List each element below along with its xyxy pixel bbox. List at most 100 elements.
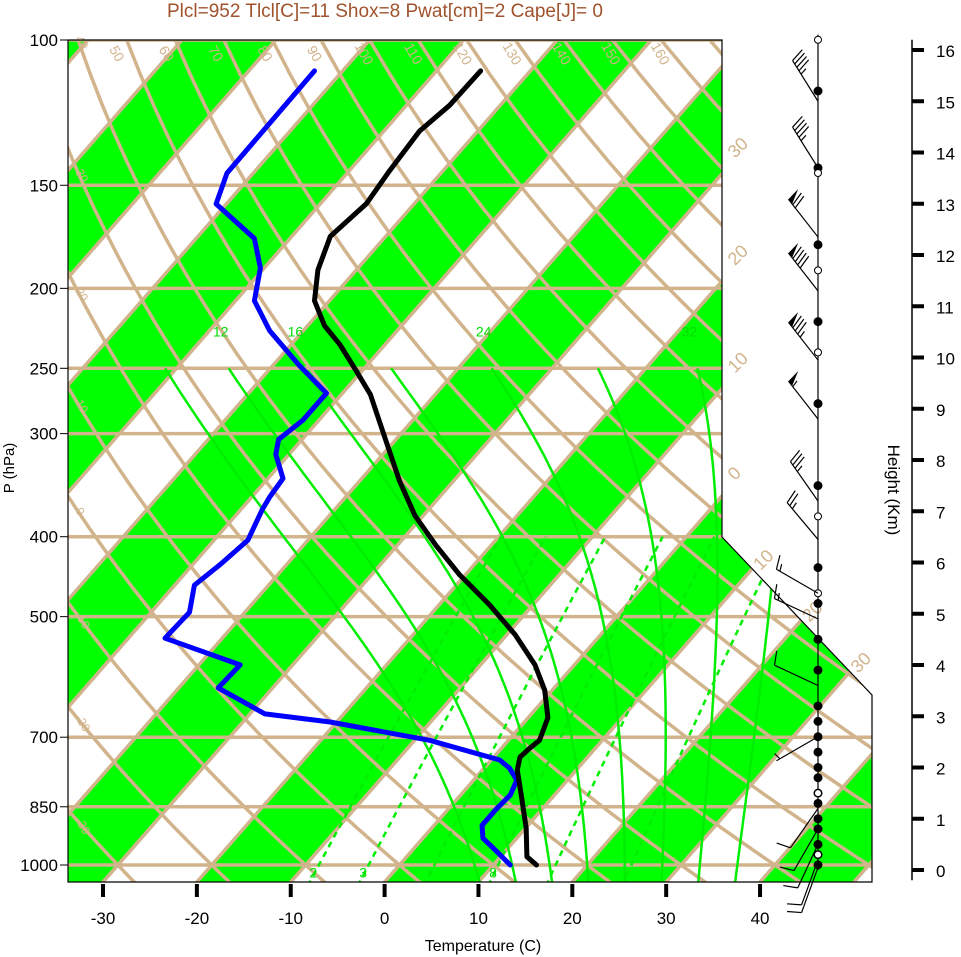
dry-adiabat-label: 130 [500, 39, 526, 67]
moist-adiabat [227, 367, 518, 882]
pressure-tick-label: 250 [30, 359, 58, 378]
dry-adiabat [173, 40, 872, 882]
mixing-ratio-line [306, 536, 502, 882]
height-dot-filled [813, 634, 823, 644]
height-dot-filled [813, 747, 823, 757]
barb-shaft [787, 198, 819, 238]
barb-flag [788, 312, 799, 327]
isotherm-line [68, 40, 217, 882]
height-dot-open [814, 348, 822, 357]
dry-adiabat [68, 40, 635, 882]
barb-half [791, 502, 797, 510]
wind-barb [787, 867, 819, 914]
barb-full [794, 52, 805, 65]
moist-adiabat-label: 16 [288, 323, 304, 339]
height-dot-open [814, 512, 822, 521]
barb-full [794, 456, 805, 469]
pressure-tick-label: 400 [30, 528, 58, 547]
isotherm-band [68, 40, 872, 882]
dry-adiabat [76, 40, 828, 882]
wind-barb [787, 371, 819, 420]
wind-barb [789, 449, 819, 502]
dry-adiabat [319, 40, 872, 882]
barb-full [794, 249, 805, 263]
isotherm-label: 10 [724, 348, 752, 376]
isotherm-band [745, 40, 872, 882]
barb-shaft [787, 321, 819, 361]
dry-adiabat-label: 50 [106, 43, 128, 65]
wind-barb [787, 312, 819, 361]
barb-half [799, 330, 805, 338]
barb-full [786, 490, 796, 504]
barb-half [796, 465, 803, 472]
temperature-tick-label: 20 [563, 909, 582, 928]
height-tick-label: 13 [936, 196, 955, 215]
height-tick-label: 11 [936, 298, 954, 317]
plot-border [67, 39, 873, 883]
height-dot-filled [813, 773, 823, 783]
moist-adiabat [490, 367, 627, 882]
barb-full [775, 554, 781, 570]
mixing-ratio-line [544, 536, 716, 882]
height-tick-label: 0 [936, 862, 945, 881]
wind-barb [786, 490, 819, 540]
isotherm-line [68, 40, 498, 882]
moist-adiabat [390, 367, 590, 882]
moist-adiabat-label: 32 [682, 323, 698, 339]
x-axis-label: Temperature (C) [425, 938, 541, 955]
barb-shaft [792, 126, 819, 169]
height-tick-label: 9 [936, 401, 945, 420]
dry-adiabat-label: 10 [72, 397, 91, 416]
barb-full [792, 192, 802, 206]
height-dot-filled [813, 798, 823, 808]
barb-shaft [789, 461, 819, 502]
barb-full [797, 321, 807, 335]
barb-full [790, 449, 801, 463]
height-dot-filled [813, 317, 823, 327]
isotherm-line [649, 40, 872, 882]
temperature-tick-label: 0 [380, 909, 389, 928]
barb-full [792, 315, 802, 329]
wind-barb [774, 736, 819, 762]
barb-shaft [793, 828, 819, 871]
barb-full [792, 115, 803, 128]
barb-full [794, 318, 805, 332]
barb-shaft [789, 808, 819, 849]
height-tick-label: 3 [936, 708, 945, 727]
height-dot-filled [813, 240, 823, 250]
barb-full [773, 584, 778, 599]
barb-shaft [797, 844, 819, 889]
temperature-tick-label: -30 [91, 909, 116, 928]
wind-barb [783, 844, 819, 889]
height-dot-filled [813, 599, 823, 608]
barb-half [792, 380, 798, 388]
height-tick-label: 10 [936, 350, 955, 369]
dry-adiabat-label: 160 [648, 39, 674, 67]
barb-shaft [787, 380, 819, 420]
height-dot-filled [813, 716, 823, 726]
barb-full [794, 195, 805, 209]
pressure-tick-label: 700 [30, 728, 58, 747]
height-dot-open [814, 789, 822, 798]
dry-adiabat [68, 40, 346, 882]
wind-barb [775, 554, 819, 594]
barb-full [779, 866, 795, 872]
barb-half [777, 592, 780, 601]
wind-barb [779, 828, 819, 872]
barb-full [792, 246, 802, 259]
moist-adiabat [696, 368, 719, 882]
dry-adiabat [416, 40, 872, 882]
wind-barb [787, 859, 819, 906]
isotherm-label: 30 [724, 133, 752, 161]
barb-full [796, 56, 808, 68]
barb-full [789, 493, 799, 507]
barb-full [799, 255, 810, 269]
barb-full [776, 842, 791, 849]
height-dot-open [814, 169, 822, 177]
isotherm-line [68, 40, 780, 882]
isotherm-line [274, 40, 872, 882]
chart-title: Plcl=952 Tlcl[C]=11 Shox=8 Pwat[cm]=2 Ca… [167, 1, 603, 22]
mixing-ratio-label: 8 [489, 865, 497, 881]
